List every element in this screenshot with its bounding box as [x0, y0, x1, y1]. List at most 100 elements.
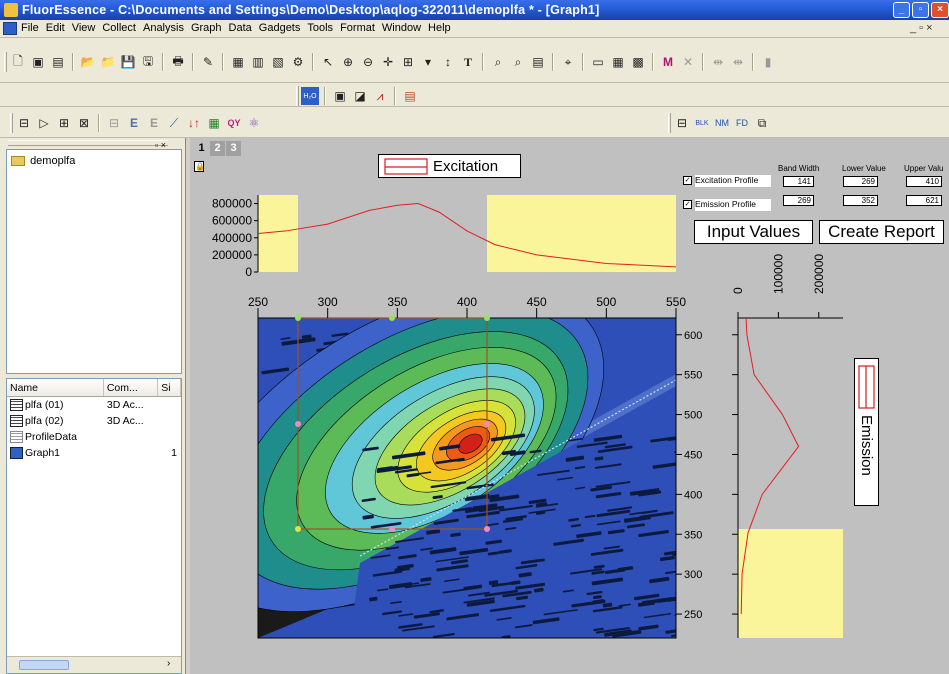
- emission-band-width[interactable]: 269: [783, 195, 814, 206]
- list-item[interactable]: plfa (01) 3D Ac...: [7, 397, 181, 413]
- new-icon[interactable]: 🗋: [13, 53, 23, 68]
- column-size[interactable]: Si: [158, 379, 181, 396]
- graph-edit-icon[interactable]: ⊠: [78, 116, 90, 130]
- open-template-icon[interactable]: 📁: [100, 55, 116, 69]
- emission-legend[interactable]: Emission: [854, 358, 879, 506]
- list-item[interactable]: ProfileData: [7, 429, 181, 445]
- report-icon[interactable]: ▤: [404, 89, 416, 103]
- dropdown-icon[interactable]: ▾: [424, 55, 432, 69]
- toolbar-grip[interactable]: [4, 52, 7, 72]
- menu-collect[interactable]: Collect: [102, 22, 136, 34]
- save-as-icon[interactable]: 🖫: [142, 53, 154, 68]
- new-project-icon[interactable]: ▣: [32, 55, 44, 69]
- list-item[interactable]: plfa (02) 3D Ac...: [7, 413, 181, 429]
- arrows-icon[interactable]: ↓↑: [188, 116, 200, 130]
- menu-gadgets[interactable]: Gadgets: [258, 22, 301, 34]
- menu-analysis[interactable]: Analysis: [142, 22, 184, 34]
- menu-window[interactable]: Window: [381, 22, 422, 34]
- text-tool-icon[interactable]: T: [463, 54, 472, 69]
- close-button[interactable]: ×: [931, 2, 949, 18]
- menu-file[interactable]: File: [21, 22, 39, 34]
- excitation-legend[interactable]: Excitation: [378, 154, 521, 178]
- excitation-upper-value[interactable]: 410: [906, 176, 942, 187]
- qy-icon[interactable]: QY: [227, 118, 241, 128]
- selector-icon[interactable]: ⊞: [402, 55, 414, 69]
- save-icon[interactable]: 💾: [120, 55, 136, 69]
- menu-view[interactable]: View: [71, 22, 96, 34]
- lock-icon[interactable]: ▮: [764, 55, 772, 69]
- zoom-out-icon[interactable]: ⊖: [362, 55, 374, 69]
- windows-icon[interactable]: ⧉: [757, 115, 767, 130]
- mdi-controls[interactable]: _ ▫ ×: [910, 22, 933, 34]
- results-log-icon[interactable]: ▥: [252, 55, 264, 69]
- list-item[interactable]: Graph1 1: [7, 445, 181, 461]
- panel-close-icon[interactable]: ▫ ×: [155, 140, 166, 150]
- rescale-icon[interactable]: ⌖: [564, 54, 572, 69]
- e-icon[interactable]: E: [129, 116, 138, 130]
- script-icon[interactable]: ▧: [272, 55, 284, 69]
- blank-icon[interactable]: BLK: [695, 119, 709, 127]
- layers-icon[interactable]: ▦: [612, 55, 624, 69]
- menu-graph[interactable]: Graph: [190, 22, 222, 34]
- tree-root[interactable]: demoplfa: [11, 155, 75, 167]
- frame-icon[interactable]: ▣: [334, 89, 346, 103]
- stack-icon[interactable]: ⊞: [58, 116, 70, 130]
- e-gray-icon[interactable]: E: [149, 116, 158, 130]
- menu-data[interactable]: Data: [228, 22, 252, 34]
- chart-icon[interactable]: ⟋: [169, 115, 179, 130]
- create-report-button[interactable]: Create Report: [819, 220, 944, 244]
- spectrum-gray-icon[interactable]: ⊟: [108, 116, 120, 130]
- page-tab-1[interactable]: 1: [194, 141, 209, 156]
- zoom-in-icon[interactable]: ⊕: [342, 55, 354, 69]
- unmask-icon[interactable]: ✕: [682, 55, 694, 69]
- mask-icon[interactable]: M: [663, 55, 673, 69]
- template-icon[interactable]: ▤: [52, 55, 64, 69]
- scroll-right-icon[interactable]: ›: [167, 658, 171, 669]
- menu-help[interactable]: Help: [428, 22, 451, 34]
- excitation-lower-value[interactable]: 269: [843, 176, 878, 187]
- menu-format[interactable]: Format: [340, 22, 375, 34]
- edit-icon[interactable]: ✎: [202, 55, 214, 69]
- nm-icon[interactable]: NM: [715, 118, 729, 128]
- project-explorer-icon[interactable]: ▦: [232, 55, 244, 69]
- code-builder-icon[interactable]: ⚙: [292, 55, 304, 69]
- profile-icon[interactable]: ⩘: [376, 88, 384, 103]
- triangle-icon[interactable]: ▷: [39, 116, 49, 130]
- horizontal-scrollbar[interactable]: ›: [7, 656, 181, 673]
- shift-icon[interactable]: ⇹: [712, 55, 724, 69]
- spectrum-icon[interactable]: ⊟: [18, 116, 30, 130]
- arrange-icon[interactable]: ▩: [632, 55, 644, 69]
- pointer-icon[interactable]: ↖: [322, 55, 334, 69]
- menu-edit[interactable]: Edit: [45, 22, 65, 34]
- screen-reader-icon[interactable]: ↕: [445, 55, 451, 69]
- panel-grip[interactable]: [8, 140, 168, 146]
- column-comment[interactable]: Com...: [104, 379, 159, 396]
- fd-icon[interactable]: FD: [736, 118, 748, 128]
- blank-spectrum-icon[interactable]: ⊟: [676, 116, 688, 130]
- eem-contour-map[interactable]: 250 300 350 400 450 500 550 600 550 500 450 400 350…: [190, 222, 702, 674]
- data-reader-icon[interactable]: ✛: [382, 55, 394, 69]
- contrast-icon[interactable]: ◪: [354, 89, 366, 103]
- page-tab-3[interactable]: 3: [226, 141, 241, 156]
- layer-icon[interactable]: ▭: [592, 55, 604, 69]
- lock-icon[interactable]: 🔒: [194, 161, 205, 172]
- input-values-button[interactable]: Input Values: [694, 220, 813, 244]
- water-raman-icon[interactable]: H₂O: [301, 87, 319, 105]
- emission-upper-value[interactable]: 621: [906, 195, 942, 206]
- grid-icon[interactable]: ▦: [208, 116, 220, 130]
- scrollbar-thumb[interactable]: [19, 660, 69, 670]
- zoom-region-icon[interactable]: ⌕: [494, 54, 502, 69]
- maximize-button[interactable]: ▫: [912, 2, 929, 18]
- excitation-band-width[interactable]: 141: [783, 176, 814, 187]
- fit-icon[interactable]: ⚛: [248, 116, 260, 130]
- shift2-icon[interactable]: ⇹: [732, 55, 744, 69]
- selection-handles[interactable]: [295, 315, 490, 532]
- worksheet-icon[interactable]: ▤: [532, 55, 544, 69]
- zoom-all-icon[interactable]: ⌕: [514, 54, 522, 69]
- menu-tools[interactable]: Tools: [307, 22, 334, 34]
- emission-lower-value[interactable]: 352: [843, 195, 878, 206]
- minimize-button[interactable]: _: [893, 2, 910, 18]
- column-name[interactable]: Name: [7, 379, 104, 396]
- print-icon[interactable]: 🖶: [172, 53, 184, 68]
- excitation-profile-checkbox[interactable]: ✓: [683, 176, 692, 185]
